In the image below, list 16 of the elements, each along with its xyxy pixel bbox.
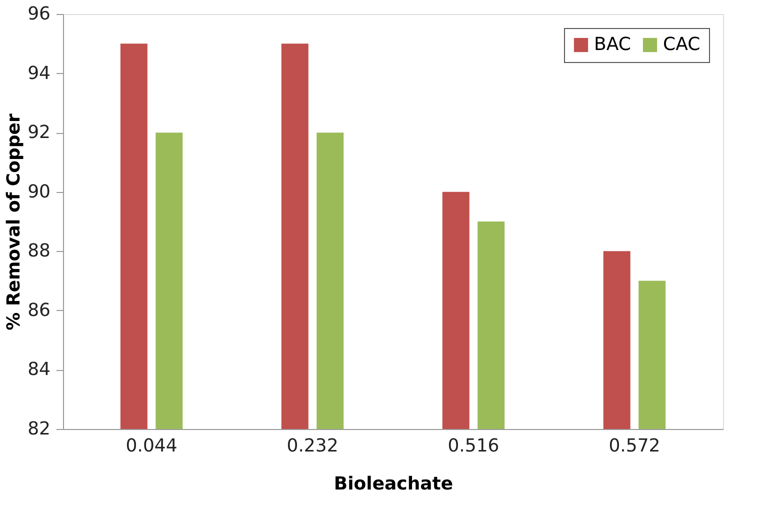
x-tick-label: 0.516 [448, 436, 500, 456]
y-tick-label: 88 [28, 240, 50, 262]
legend-label: CAC [663, 34, 700, 55]
y-tick-label: 84 [28, 359, 50, 380]
y-axis-title: % Removal of Copper [4, 114, 25, 330]
y-tick-label: 94 [28, 62, 50, 84]
y-tick-label: 90 [28, 181, 50, 202]
x-tick-label: 0.044 [126, 436, 178, 456]
y-tick-label: 86 [28, 300, 50, 321]
y-tick-label: 92 [28, 122, 50, 144]
legend-label: BAC [594, 34, 631, 55]
y-tick-label: 96 [28, 4, 50, 24]
x-axis-title: Bioleachate [334, 474, 454, 494]
x-tick-label: 0.232 [286, 436, 338, 456]
y-tick-label: 82 [28, 418, 50, 440]
x-tick-label: 0.572 [608, 436, 660, 456]
